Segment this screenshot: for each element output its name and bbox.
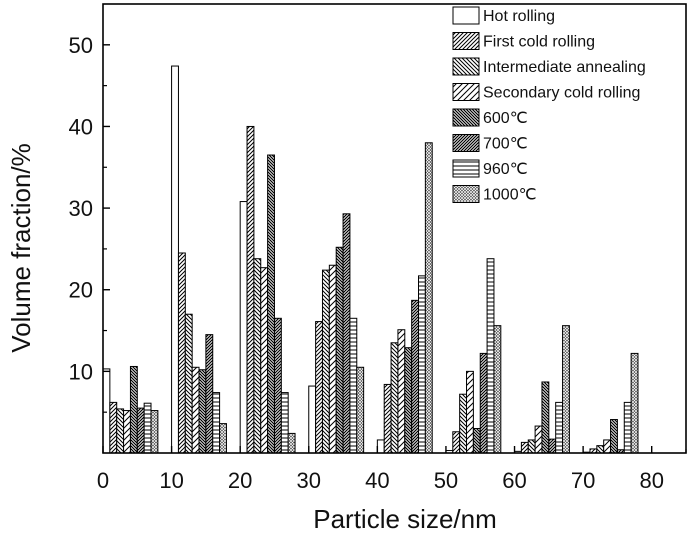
bar-5-5 [404, 347, 413, 454]
x-tick-label: 60 [502, 468, 526, 493]
plot-frame [102, 3, 687, 454]
bar-8-7 [562, 325, 570, 454]
x-tick-label: 0 [97, 468, 109, 493]
bar-7-7 [555, 401, 564, 454]
y-tick-label: 30 [69, 196, 93, 221]
legend-label-5: 600℃ [483, 110, 528, 127]
bar-2-6 [452, 431, 461, 454]
bar-6-7 [548, 438, 557, 454]
bar-7-6 [486, 258, 495, 454]
bar-5-3 [267, 154, 275, 454]
legend-swatch-8 [452, 185, 480, 203]
y-tick-label: 20 [69, 278, 93, 303]
x-tick-label: 30 [297, 468, 321, 493]
bar-4-6 [466, 370, 474, 454]
legend-label-6: 700℃ [483, 136, 528, 153]
bar-2-7 [520, 441, 529, 454]
bar-2-1 [109, 401, 118, 454]
bar-5-4 [335, 246, 344, 454]
bar-8-6 [493, 325, 502, 454]
bar-1-5 [376, 439, 385, 454]
bar-5-8 [610, 419, 618, 454]
x-tick-label: 20 [228, 468, 252, 493]
y-tick-label: 40 [69, 114, 93, 139]
bar-7-1 [143, 402, 152, 454]
bar-8-2 [219, 423, 227, 454]
bar-6-5 [411, 299, 420, 454]
bars-layer [102, 65, 639, 454]
legend-label-2: First cold rolling [483, 34, 595, 51]
bar-3-7 [527, 439, 536, 454]
legend-swatch-3 [452, 57, 480, 76]
bar-1-2 [171, 65, 179, 454]
bar-8-4 [356, 366, 365, 454]
bar-7-5 [418, 275, 426, 454]
bar-8-8 [630, 352, 639, 454]
bar-3-1 [116, 408, 125, 454]
legend-label-1: Hot rolling [483, 8, 555, 25]
bar-7-8 [623, 401, 632, 454]
x-tick-label: 50 [434, 468, 458, 493]
legend-label-4: Secondary cold rolling [483, 85, 640, 102]
bar-4-8 [603, 439, 612, 454]
bar-1-4 [308, 385, 317, 454]
legend-swatch-2 [452, 32, 480, 50]
legend-swatch-7 [452, 159, 480, 178]
bar-1-1 [102, 368, 111, 454]
y-tick-label: 10 [69, 359, 93, 384]
bar-8-5 [424, 142, 433, 454]
legend-label-7: 960℃ [483, 161, 528, 178]
bar-6-2 [205, 334, 214, 454]
x-tick-label: 70 [571, 468, 595, 493]
bar-5-2 [198, 369, 207, 454]
legend-swatch-1 [452, 6, 480, 25]
legend-swatch-6 [452, 134, 480, 152]
x-axis-title: Particle size/nm [313, 504, 497, 534]
legend-swatch-5 [452, 108, 480, 127]
bar-4-2 [191, 366, 200, 454]
bar-3-5 [390, 342, 399, 454]
bar-6-3 [273, 317, 282, 454]
legend-label-3: Intermediate annealing [483, 59, 646, 76]
bar-2-2 [177, 252, 186, 454]
bar-3-8 [596, 445, 605, 454]
x-tick-label: 40 [365, 468, 389, 493]
bar-7-3 [280, 392, 289, 454]
legend: Hot rolling First cold rolling Intermediat… [452, 6, 646, 204]
bar-6-6 [479, 352, 488, 454]
x-tick-label: 80 [639, 468, 663, 493]
bar-8-3 [287, 432, 296, 454]
bar-4-7 [534, 425, 543, 454]
bar-6-4 [342, 213, 351, 454]
x-tick-label: 10 [159, 468, 183, 493]
bar-4-3 [260, 267, 269, 454]
bar-3-2 [184, 313, 193, 454]
bar-3-4 [321, 269, 330, 454]
bar-4-5 [397, 329, 406, 454]
bar-2-5 [383, 383, 392, 454]
axes-layer: 0 10 20 30 40 50 60 70 80 10 20 30 40 50 [69, 3, 687, 493]
bar-6-1 [136, 407, 145, 454]
bar-4-1 [123, 410, 131, 454]
legend-label-8: 1000℃ [483, 187, 537, 204]
bar-8-1 [150, 410, 159, 454]
bar-1-3 [239, 201, 248, 454]
bar-3-3 [253, 258, 262, 454]
bar-4-4 [328, 264, 337, 454]
bar-7-4 [349, 317, 358, 454]
legend-swatch-4 [452, 83, 480, 101]
bar-5-1 [129, 365, 138, 454]
bar-5-6 [472, 428, 481, 454]
bar-2-3 [246, 125, 255, 454]
bar-7-2 [212, 392, 221, 454]
bar-5-7 [541, 381, 550, 454]
bar-3-6 [459, 393, 468, 454]
y-axis-title: Volume fraction/% [6, 143, 36, 353]
y-tick-label: 50 [69, 33, 93, 58]
bar-2-4 [315, 321, 323, 454]
